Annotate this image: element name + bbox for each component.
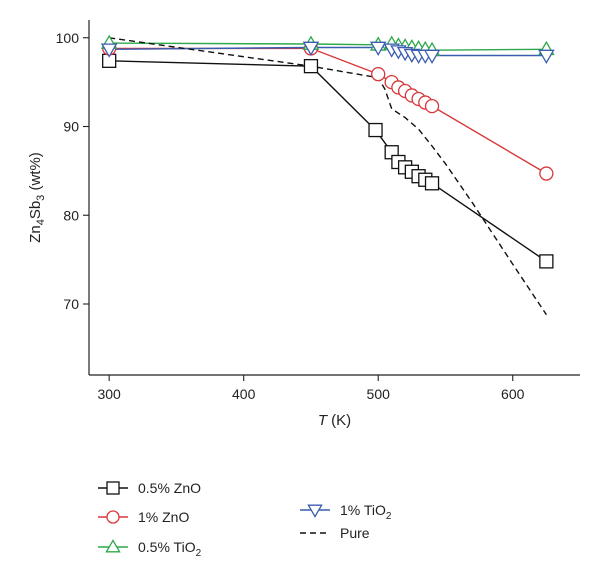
y-tick-label-3: 90 [63, 119, 79, 135]
legend-label-text-3: 0.5% TiO [138, 539, 196, 555]
legend-marker-3 [105, 539, 121, 553]
x-tick-label-2: 400 [232, 386, 256, 402]
y-tick-label-2: 80 [63, 207, 79, 223]
x-axis-title: T (K) [318, 412, 351, 429]
y-axis-title-part-5: (wt%) [27, 152, 44, 195]
x-axis-title-unit: (K) [327, 412, 351, 429]
data-point-s1-11 [539, 254, 554, 269]
data-point-s4-2 [302, 41, 320, 56]
plot-area [100, 34, 555, 316]
data-point-s2-3 [371, 66, 386, 82]
y-axis-title-part-1: Zn [27, 225, 44, 243]
legend-marker-2 [106, 510, 120, 524]
data-point-s1-10 [424, 176, 440, 191]
axes: 300 400 500 600 70 80 90 100 T (K) Zn4Sb3 (wt%) [27, 20, 580, 429]
y-axis-title: Zn4Sb3 (wt%) [27, 152, 47, 243]
series-line-1 [109, 60, 547, 262]
legend-label-5: Pure [340, 525, 370, 541]
legend-label-3: 0.5% TiO2 [138, 539, 202, 559]
legend-label-1: 0.5% ZnO [138, 480, 201, 496]
series-line-2 [109, 47, 547, 175]
series-line-5 [109, 37, 547, 316]
y-tick-label-1: 70 [63, 296, 79, 312]
legend-label-text-2: 1% ZnO [138, 509, 189, 525]
legend-label-sub-4: 2 [386, 511, 392, 522]
x-axis-title-symbol: T [318, 412, 329, 429]
legend-marker-4 [307, 504, 323, 518]
legend-label-sub-3: 2 [196, 548, 202, 559]
legend-marker-1 [106, 481, 120, 495]
x-tick-label-1: 300 [97, 386, 121, 402]
data-point-s4-3 [369, 41, 387, 56]
legend-label-2: 1% ZnO [138, 509, 189, 525]
y-axis-title-part-4: 3 [35, 195, 47, 201]
data-point-s1-2 [303, 59, 319, 74]
x-tick-label-3: 500 [367, 386, 391, 402]
y-axis-title-part-2: 4 [35, 219, 47, 225]
data-point-s2-10 [424, 98, 440, 114]
legend-label-4: 1% TiO2 [340, 502, 392, 522]
legend-label-text-4: 1% TiO [340, 502, 386, 518]
data-point-s1-3 [368, 122, 383, 138]
data-point-s4-1 [100, 43, 118, 58]
x-tick-label-4: 600 [501, 386, 525, 402]
data-point-s4-10 [423, 49, 441, 64]
data-point-s4-11 [538, 49, 555, 64]
legend-label-text-1: 0.5% ZnO [138, 480, 201, 496]
legend-label-text-5: Pure [340, 525, 370, 541]
y-axis-title-part-3: Sb [27, 201, 44, 219]
data-point-s2-11 [539, 166, 554, 181]
y-tick-label-4: 100 [56, 30, 80, 46]
